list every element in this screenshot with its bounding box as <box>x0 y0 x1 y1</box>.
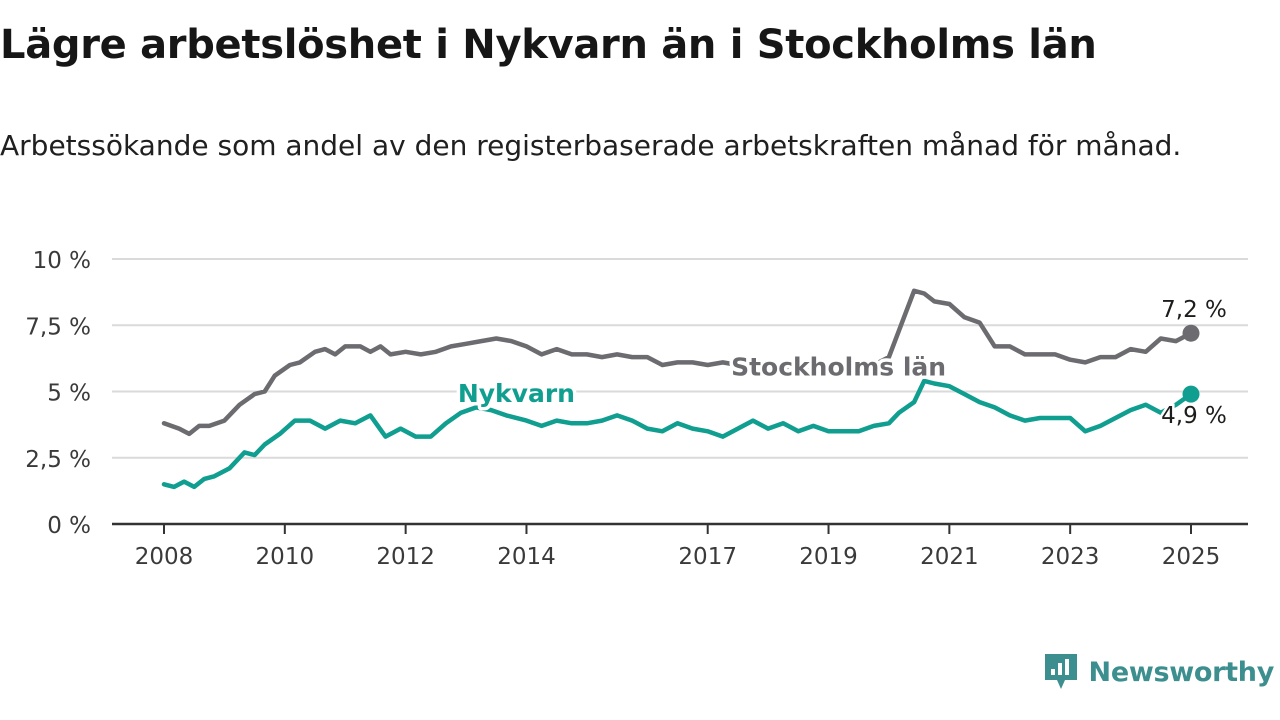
x-tick-label: 2023 <box>1041 544 1100 570</box>
x-tick-label: 2019 <box>799 544 858 570</box>
series-labels: 7,2 % 4,9 % Stockholms län Nykvarn <box>454 295 1229 432</box>
x-tick-label: 2017 <box>678 544 737 570</box>
newsworthy-logo-icon <box>1044 654 1077 689</box>
series-lines <box>161 288 1200 490</box>
series-line-stockholms-l-n <box>161 288 1194 437</box>
y-tick-label: 7,5 % <box>25 314 91 340</box>
y-tick-label: 10 % <box>33 248 91 274</box>
x-tick-label: 2008 <box>135 544 194 570</box>
chart-subtitle: Arbetssökande som andel av den registerb… <box>0 129 1182 162</box>
x-tick-label: 2012 <box>376 544 435 570</box>
y-axis-ticks: 0 % 2,5 % 5 % 7,5 % 10 % <box>25 248 91 539</box>
end-point-stockholms-l-n <box>1182 324 1200 342</box>
chart-title: Lägre arbetslöshet i Nykvarn än i Stockh… <box>0 22 1097 68</box>
brand-name: Newsworthy <box>1088 656 1275 688</box>
series-name-label: Stockholms län <box>731 353 946 382</box>
end-value-label: 4,9 % <box>1161 403 1227 429</box>
x-tick-label: 2014 <box>497 544 556 570</box>
end-value-label: 7,2 % <box>1161 297 1227 323</box>
brand-logo: Newsworthy <box>1043 652 1274 692</box>
series-name-label: Nykvarn <box>458 379 575 408</box>
gridlines <box>112 258 1248 526</box>
x-axis-ticks: 2008 2010 2012 2014 2017 2019 2021 2023 2025 <box>135 524 1221 570</box>
y-tick-label: 0 % <box>47 513 91 539</box>
x-tick-label: 2010 <box>256 544 315 570</box>
x-tick-label: 2021 <box>920 544 979 570</box>
series-line-nykvarn <box>161 378 1194 490</box>
y-tick-label: 5 % <box>47 381 91 407</box>
end-point-nykvarn <box>1182 385 1200 403</box>
line-chart: 0 % 2,5 % 5 % 7,5 % 10 % 2008 2010 2012 2014 201… <box>25 248 1248 570</box>
y-tick-label: 2,5 % <box>25 447 91 473</box>
x-tick-label: 2025 <box>1162 544 1221 570</box>
